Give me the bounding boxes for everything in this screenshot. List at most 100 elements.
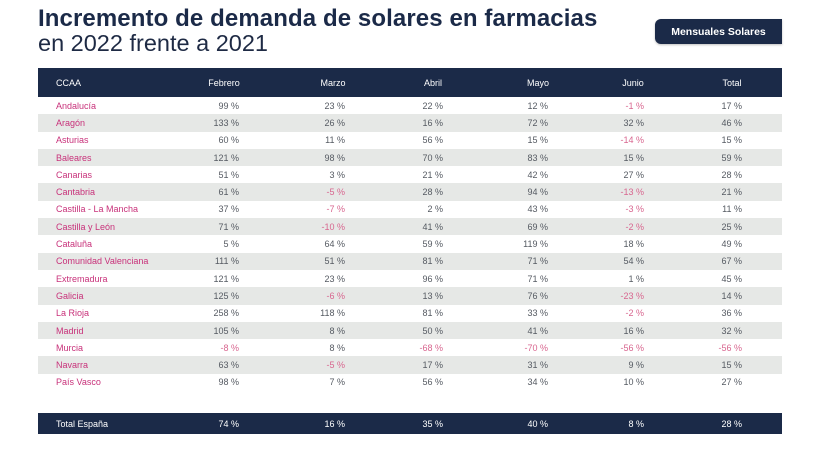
value-febrero: 111 %: [214, 256, 239, 267]
value-febrero: 105 %: [213, 325, 239, 336]
table-row: Baleares 121 % 98 % 70 % 83 % 15 % 59 %: [38, 148, 782, 167]
ccaa-name: Murcia: [56, 342, 84, 353]
value-mayo: -70 %: [524, 342, 548, 353]
value-abril: 56 %: [422, 135, 443, 146]
value-total: 25 %: [721, 221, 742, 232]
value-febrero: 60 %: [218, 135, 239, 146]
table-row: Galicia 125 % -6 % 13 % 76 % -23 % 14 %: [38, 287, 782, 305]
value-mayo: 41 %: [527, 325, 548, 336]
header-ccaa: CCAA: [56, 77, 82, 88]
value-junio: 15 %: [623, 152, 644, 163]
value-abril: 13 %: [422, 290, 443, 301]
value-total: 59 %: [721, 152, 742, 163]
ccaa-name: Castilla y León: [56, 221, 116, 232]
value-mayo: 31 %: [527, 360, 548, 371]
table-header: CCAA Febrero Marzo Abril Mayo Junio Tota…: [38, 68, 782, 97]
title-line-2: en 2022 frente a 2021: [38, 30, 268, 56]
value-marzo: 8 %: [329, 342, 345, 353]
value-febrero: 5 %: [223, 239, 239, 250]
ccaa-name: Asturias: [56, 135, 89, 146]
value-junio: 9 %: [628, 360, 644, 371]
value-mayo: 72 %: [527, 117, 548, 128]
value-abril: 16 %: [422, 117, 443, 128]
value-junio: -56 %: [620, 342, 644, 353]
ccaa-name: Madrid: [56, 325, 84, 336]
value-febrero: 133 %: [213, 117, 239, 128]
header-junio: Junio: [622, 77, 644, 88]
table-row: Andalucía 99 % 23 % 22 % 12 % -1 % 17 %: [38, 97, 782, 114]
value-marzo: 64 %: [324, 239, 345, 250]
value-marzo: 8 %: [329, 325, 345, 336]
value-marzo: 23 %: [324, 100, 345, 111]
table-row: Aragón 133 % 26 % 16 % 72 % 32 % 46 %: [38, 114, 782, 132]
value-abril: 56 %: [422, 377, 443, 388]
value-abril: 22 %: [422, 100, 443, 111]
value-abril: 17 %: [422, 360, 443, 371]
table-row: Comunidad Valenciana 111 % 51 % 81 % 71 % 54 …: [38, 252, 782, 270]
table-row: País Vasco 98 % 7 % 56 % 34 % 10 % 27 %: [38, 374, 782, 391]
value-febrero: 71 %: [218, 221, 239, 232]
value-mayo: 33 %: [527, 308, 548, 319]
value-abril: 96 %: [422, 273, 443, 284]
value-junio: 18 %: [623, 239, 644, 250]
value-mayo: 76 %: [527, 290, 548, 301]
value-marzo: 98 %: [324, 152, 345, 163]
ccaa-name: Navarra: [56, 360, 89, 371]
ccaa-name: Aragón: [56, 117, 86, 128]
total-label: Total España: [56, 418, 109, 429]
value-total: 15 %: [721, 360, 742, 371]
value-mayo: 94 %: [527, 187, 548, 198]
table-row: Navarra 63 % -5 % 17 % 31 % 9 % 15 %: [38, 356, 782, 374]
value-total: 67 %: [721, 256, 742, 267]
value-febrero: -8 %: [220, 342, 239, 353]
value-marzo: -7 %: [326, 204, 345, 215]
ccaa-name: Castilla - La Mancha: [56, 204, 139, 215]
value-abril: 81 %: [422, 308, 443, 319]
value-mayo: 42 %: [527, 169, 548, 180]
header-mayo: Mayo: [526, 77, 549, 88]
value-marzo: 3 %: [329, 169, 345, 180]
table-row: Madrid 105 % 8 % 50 % 41 % 16 % 32 %: [38, 321, 782, 340]
value-total: 36 %: [721, 308, 742, 319]
ccaa-name: Cantabria: [56, 187, 96, 198]
value-junio: -3 %: [625, 204, 644, 215]
value-febrero: 125 %: [213, 290, 239, 301]
ccaa-name: Baleares: [56, 152, 92, 163]
table-row: Castilla - La Mancha 37 % -7 % 2 % 43 % -3 % 1…: [38, 201, 782, 218]
total-junio: 8 %: [628, 418, 644, 429]
value-junio: -13 %: [620, 187, 644, 198]
value-junio: 27 %: [623, 169, 644, 180]
value-marzo: 11 %: [325, 135, 345, 146]
value-abril: 70 %: [422, 152, 443, 163]
mensuales-solares-tag: Mensuales Solares: [655, 19, 782, 44]
ccaa-name: Cataluña: [56, 239, 93, 250]
value-febrero: 61 %: [218, 187, 239, 198]
table-row: Castilla y León 71 % -10 % 41 % 69 % -2 % 25 %: [38, 218, 782, 236]
table-row: Canarias 51 % 3 % 21 % 42 % 27 % 28 %: [38, 166, 782, 183]
value-total: 32 %: [721, 325, 742, 336]
value-abril: 41 %: [422, 221, 443, 232]
ccaa-name: Canarias: [56, 169, 93, 180]
value-junio: -14 %: [620, 135, 644, 146]
table-row: Extremadura 121 % 23 % 96 % 71 % 1 % 45 %: [38, 270, 782, 287]
value-junio: -2 %: [625, 308, 644, 319]
value-abril: 81 %: [422, 256, 443, 267]
table-row: Cantabria 61 % -5 % 28 % 94 % -13 % 21 %: [38, 183, 782, 201]
value-total: 27 %: [721, 377, 742, 388]
value-total: 46 %: [721, 117, 742, 128]
value-mayo: 43 %: [527, 204, 548, 215]
value-febrero: 51 %: [218, 169, 239, 180]
value-junio: -2 %: [625, 221, 644, 232]
value-febrero: 121 %: [213, 152, 239, 163]
value-junio: -23 %: [620, 290, 644, 301]
value-marzo: 23 %: [324, 273, 345, 284]
value-febrero: 63 %: [218, 360, 239, 371]
value-febrero: 121 %: [213, 273, 239, 284]
value-abril: 21 %: [422, 169, 443, 180]
header-febrero: Febrero: [208, 77, 240, 88]
value-total: 15 %: [721, 135, 742, 146]
value-febrero: 258 %: [213, 308, 239, 319]
page-title: Incremento de demanda de solares en farm…: [38, 6, 597, 56]
value-abril: 50 %: [422, 325, 443, 336]
total-row: Total España 74 % 16 % 35 % 40 % 8 % 28 …: [38, 413, 782, 434]
